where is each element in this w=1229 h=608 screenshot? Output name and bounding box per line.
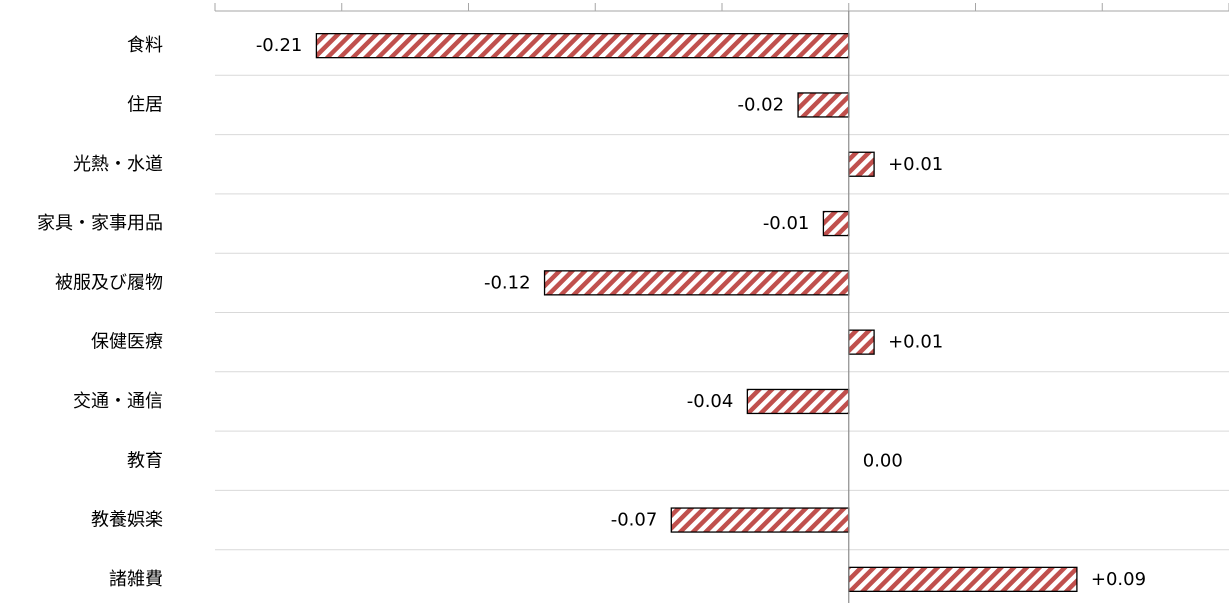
category-label-5: 保健医療 — [91, 332, 163, 353]
category-label-2: 光熱・水道 — [73, 154, 163, 175]
value-label-6: -0.04 — [687, 391, 734, 412]
category-label-6: 交通・通信 — [73, 391, 163, 412]
category-label-7: 教育 — [127, 450, 163, 471]
value-label-8: -0.07 — [611, 510, 658, 531]
value-label-9: +0.09 — [1091, 569, 1146, 590]
value-label-0: -0.21 — [256, 35, 303, 56]
gridlines — [215, 74, 1229, 551]
bar-3 — [822, 210, 850, 237]
category-label-8: 教養娯楽 — [91, 510, 163, 531]
category-label-1: 住居 — [127, 94, 163, 115]
category-label-3: 家具・家事用品 — [37, 213, 163, 234]
bar-4 — [543, 270, 850, 296]
bar-6 — [746, 388, 850, 415]
value-label-2: +0.01 — [888, 154, 943, 175]
value-labels: -0.21 -0.02 +0.01 -0.01 -0.12 +0.01 -0.04 0.00 -… — [256, 35, 1146, 590]
bar-5 — [848, 329, 875, 355]
bar-0 — [315, 33, 850, 59]
value-label-5: +0.01 — [888, 332, 943, 353]
x-axis-ticks — [214, 3, 1229, 12]
category-label-0: 食料 — [127, 35, 163, 56]
value-label-7: 0.00 — [863, 450, 903, 471]
value-label-3: -0.01 — [763, 213, 810, 234]
value-label-1: -0.02 — [737, 94, 784, 115]
bar-1 — [797, 92, 850, 118]
value-label-4: -0.12 — [484, 272, 531, 293]
bar-8 — [670, 507, 850, 533]
bar-2 — [848, 151, 875, 177]
category-label-4: 被服及び履物 — [55, 272, 163, 293]
category-label-9: 諸雑費 — [109, 569, 163, 590]
bar-9 — [848, 566, 1078, 592]
